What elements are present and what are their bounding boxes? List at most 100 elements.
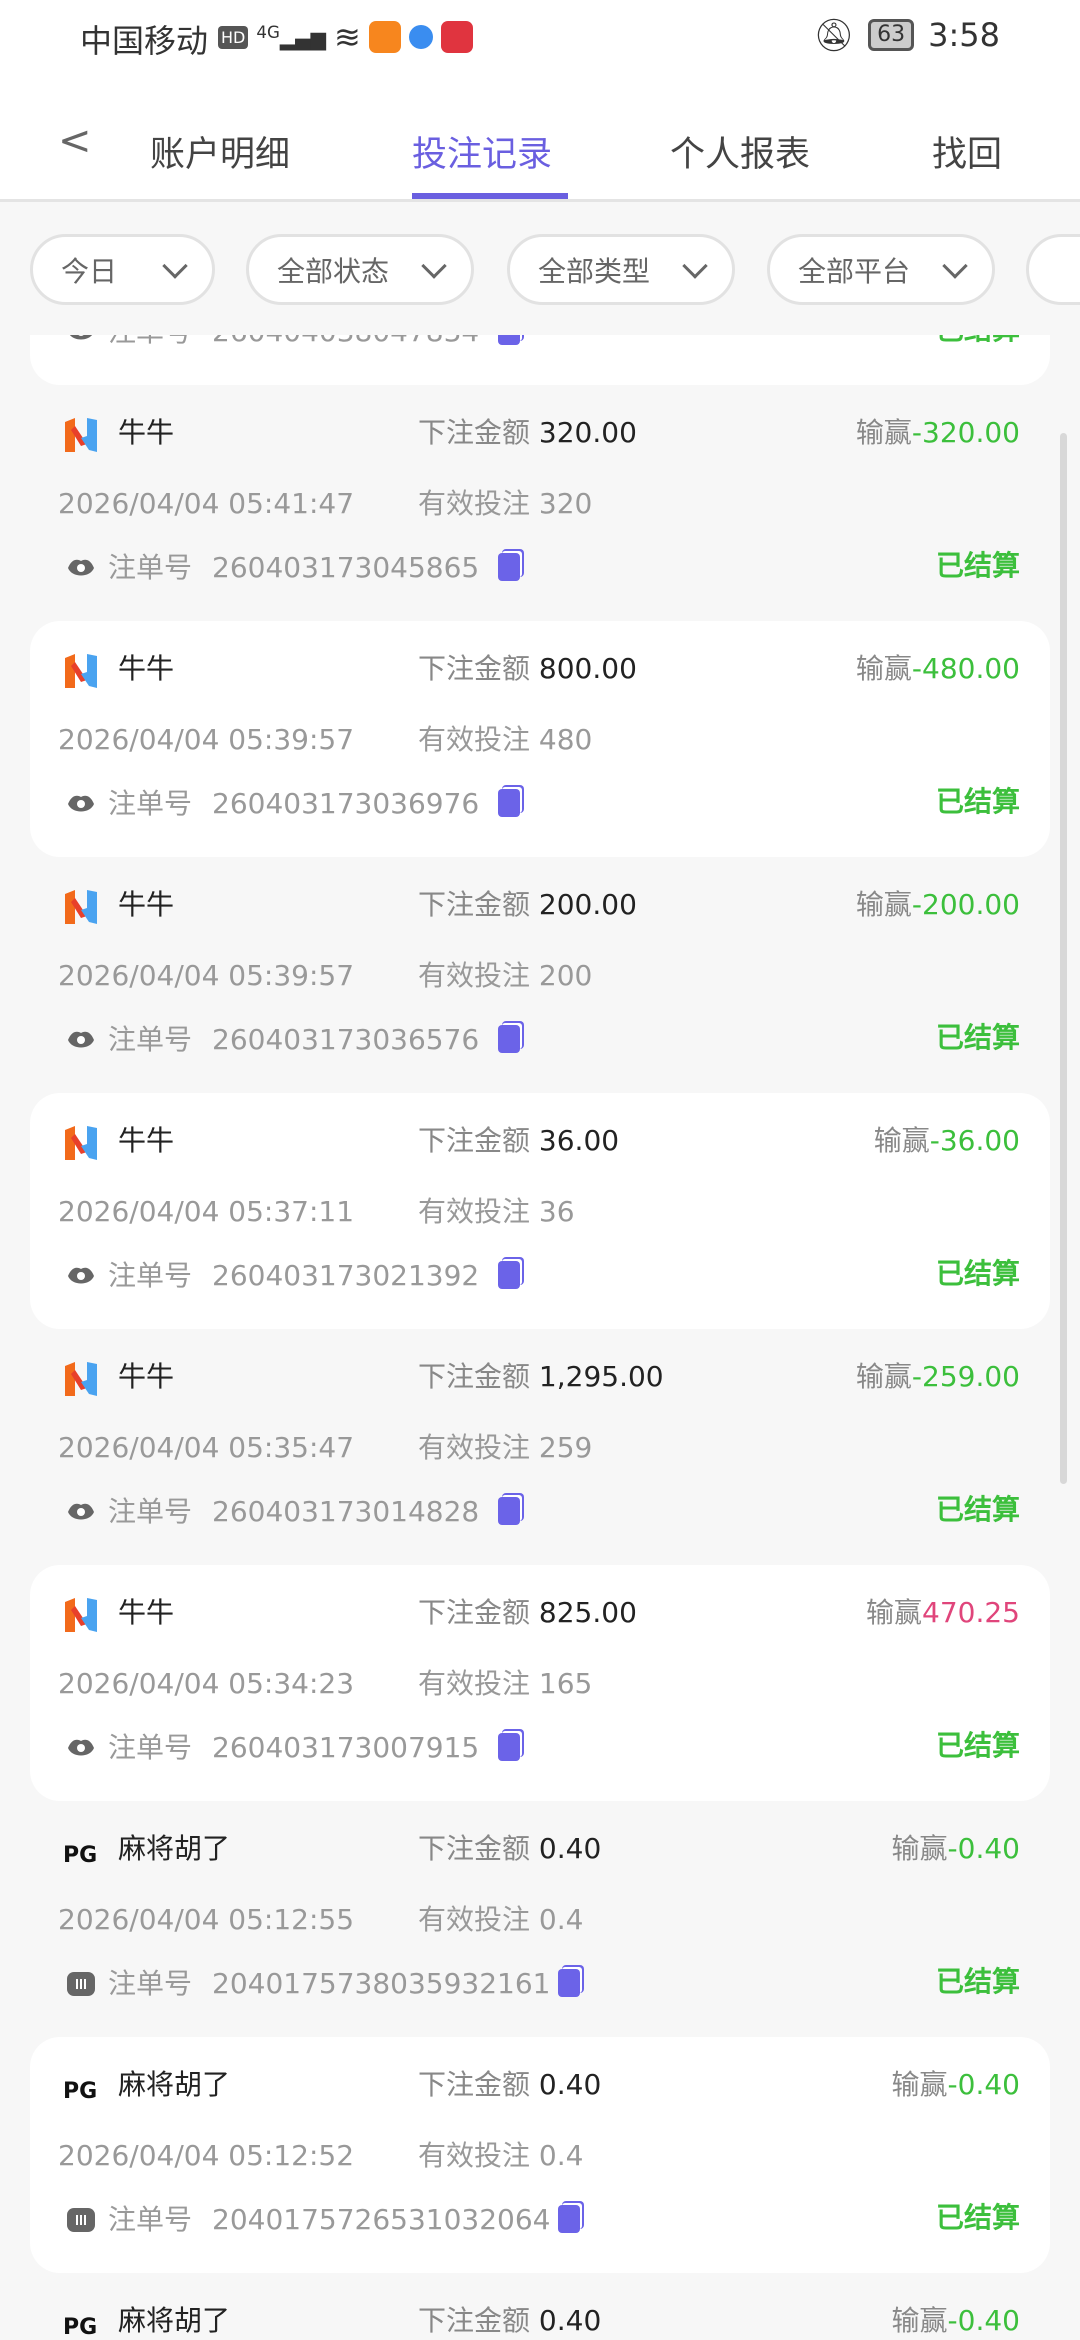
bet-amount: 下注金额 320.00 (418, 416, 637, 450)
scrollbar[interactable] (1060, 433, 1067, 1484)
clock: 3:58 (928, 16, 1000, 54)
kaiyuan-logo-icon (65, 890, 97, 924)
copy-icon[interactable] (558, 2205, 580, 2233)
signal-icon: 4G▂▄▆ (256, 23, 327, 51)
copy-icon[interactable] (498, 553, 520, 581)
valid-bet-label: 有效投注 (418, 723, 531, 756)
bet-amount-value: 0.40 (538, 2068, 602, 2101)
bet-record-card[interactable]: 注单号 260404038047834 已结算 (30, 335, 1050, 385)
win-loss-value: -0.40 (947, 1832, 1020, 1865)
bet-amount-value: 200.00 (538, 888, 637, 921)
filter-type[interactable]: 全部类型 (507, 234, 735, 305)
tab-bar: < 账户明细 投注记录 个人报表 找回 (0, 80, 1080, 202)
copy-icon[interactable] (558, 1969, 580, 1997)
valid-bet-value: 200 (538, 959, 593, 992)
bet-amount-label: 下注金额 (418, 2068, 531, 2101)
bet-amount-label: 下注金额 (418, 1596, 531, 1629)
order-number-value: 260403173036576 (212, 1023, 480, 1056)
bet-record-card[interactable]: 牛牛 下注金额 320.00 输赢-320.00 2026/04/04 05:41:4… (30, 385, 1050, 621)
win-loss: 输赢470.25 (866, 1596, 1020, 1630)
game-name: 牛牛 (118, 652, 175, 685)
filter-platform[interactable]: 全部平台 (767, 234, 995, 305)
bet-record-list: 注单号260404038047834已结算牛牛下注金额 320.00输赢-320… (0, 335, 1080, 2340)
tab-account-details[interactable]: 账户明细 (150, 135, 291, 175)
bet-time: 2026/04/04 05:41:47 (58, 487, 355, 520)
bet-record-card[interactable]: PG 麻将胡了 下注金额 0.40 输赢-0.40 2026/04/04 05:12:5… (30, 1801, 1050, 2037)
filter-label: 全部状态 (277, 254, 390, 288)
bet-time: 2026/04/04 05:12:55 (58, 1903, 355, 1936)
filter-label: 今日 (61, 254, 118, 288)
valid-bet-value: 320 (538, 487, 593, 520)
valid-bet: 有效投注 0.4 (418, 2139, 583, 2173)
bet-record-card[interactable]: 牛牛 下注金额 200.00 输赢-200.00 2026/04/04 05:39:5… (30, 857, 1050, 1093)
order-lips-icon (68, 1503, 94, 1520)
order-number: 注单号 260403173021392 (108, 1259, 479, 1293)
order-number-value: 260403173045865 (212, 551, 480, 584)
status-badge: 已结算 (935, 1257, 1020, 1290)
win-loss-label: 输赢 (891, 2068, 948, 2101)
tab-bet-records[interactable]: 投注记录 (412, 135, 553, 175)
bet-record-card[interactable]: 牛牛 下注金额 36.00 输赢-36.00 2026/04/04 05:37:11 有… (30, 1093, 1050, 1329)
valid-bet-value: 480 (538, 723, 593, 756)
valid-bet-value: 259 (538, 1431, 593, 1464)
valid-bet: 有效投注 0.4 (418, 1903, 583, 1937)
bet-record-card[interactable]: PG 麻将胡了 下注金额 0.40 输赢-0.40 2026/04/04 05:12:5… (30, 2037, 1050, 2273)
video-app-icon (368, 21, 401, 53)
bet-record-card[interactable]: PG 麻将胡了 下注金额 0.40 输赢-0.40 (30, 2273, 1050, 2340)
tab-personal-report[interactable]: 个人报表 (670, 135, 811, 175)
copy-icon[interactable] (498, 1025, 520, 1053)
win-loss: 输赢-36.00 (874, 1124, 1020, 1158)
bet-record-card[interactable]: 牛牛 下注金额 800.00 输赢-480.00 2026/04/04 05:39:5… (30, 621, 1050, 857)
back-chevron-icon[interactable]: < (58, 118, 92, 164)
order-number-label: 注单号 (108, 2203, 193, 2236)
kaiyuan-logo-icon (65, 1598, 97, 1632)
tab-retrieve[interactable]: 找回 (932, 135, 1003, 175)
bet-amount-value: 825.00 (538, 1596, 637, 1629)
order-number: 注单号 260403173036976 (108, 787, 479, 821)
order-number-label: 注单号 (108, 1731, 193, 1764)
order-number-value: 260403173021392 (212, 1259, 480, 1292)
copy-icon[interactable] (498, 1733, 520, 1761)
bet-record-card[interactable]: 牛牛 下注金额 825.00 输赢470.25 2026/04/04 05:34:23… (30, 1565, 1050, 1801)
order-number: 注单号 260403173045865 (108, 551, 479, 585)
bet-amount: 下注金额 800.00 (418, 652, 637, 686)
win-loss-label: 输赢 (873, 1124, 930, 1157)
svg-text:PG: PG (63, 2315, 97, 2340)
filter-more[interactable] (1026, 234, 1080, 305)
svg-text:PG: PG (63, 1843, 97, 1868)
kaiyuan-logo-icon (65, 654, 97, 688)
bet-amount-value: 1,295.00 (538, 1360, 664, 1393)
bet-time: 2026/04/04 05:12:52 (58, 2139, 355, 2172)
chevron-down-icon (162, 252, 188, 279)
status-badge: 已结算 (935, 1021, 1020, 1054)
order-number-value: 260403173007915 (212, 1731, 480, 1764)
valid-bet: 有效投注 36 (418, 1195, 575, 1229)
copy-icon[interactable] (498, 335, 520, 345)
win-loss-value: -0.40 (947, 2304, 1020, 2337)
valid-bet-value: 0.4 (538, 2139, 584, 2172)
bet-amount-label: 下注金额 (418, 416, 531, 449)
copy-icon[interactable] (498, 1497, 520, 1525)
hd-icon: HD (218, 25, 249, 49)
order-number-value: 260403173036976 (212, 787, 480, 820)
order-lips-icon (68, 795, 94, 812)
pg-logo-icon: PG (63, 1843, 97, 1868)
status-badge: 已结算 (935, 785, 1020, 818)
game-name: 牛牛 (118, 1124, 175, 1157)
order-number: 注单号 260404038047834 (108, 335, 479, 349)
game-name: 牛牛 (118, 888, 175, 921)
bet-time: 2026/04/04 05:39:57 (58, 723, 355, 756)
filter-date[interactable]: 今日 (30, 234, 215, 305)
book-app-icon (440, 21, 473, 53)
game-name: 麻将胡了 (118, 1832, 231, 1865)
bet-time: 2026/04/04 05:34:23 (58, 1667, 355, 1700)
kaiyuan-logo-icon (65, 418, 97, 452)
bet-record-card[interactable]: 牛牛 下注金额 1,295.00 输赢-259.00 2026/04/04 05:35… (30, 1329, 1050, 1565)
bet-amount-label: 下注金额 (418, 2304, 531, 2337)
copy-icon[interactable] (498, 1261, 520, 1289)
copy-icon[interactable] (498, 789, 520, 817)
valid-bet-label: 有效投注 (418, 1903, 531, 1936)
active-tab-indicator (412, 193, 568, 199)
filter-status[interactable]: 全部状态 (246, 234, 474, 305)
status-badge: 已结算 (935, 1965, 1020, 1998)
